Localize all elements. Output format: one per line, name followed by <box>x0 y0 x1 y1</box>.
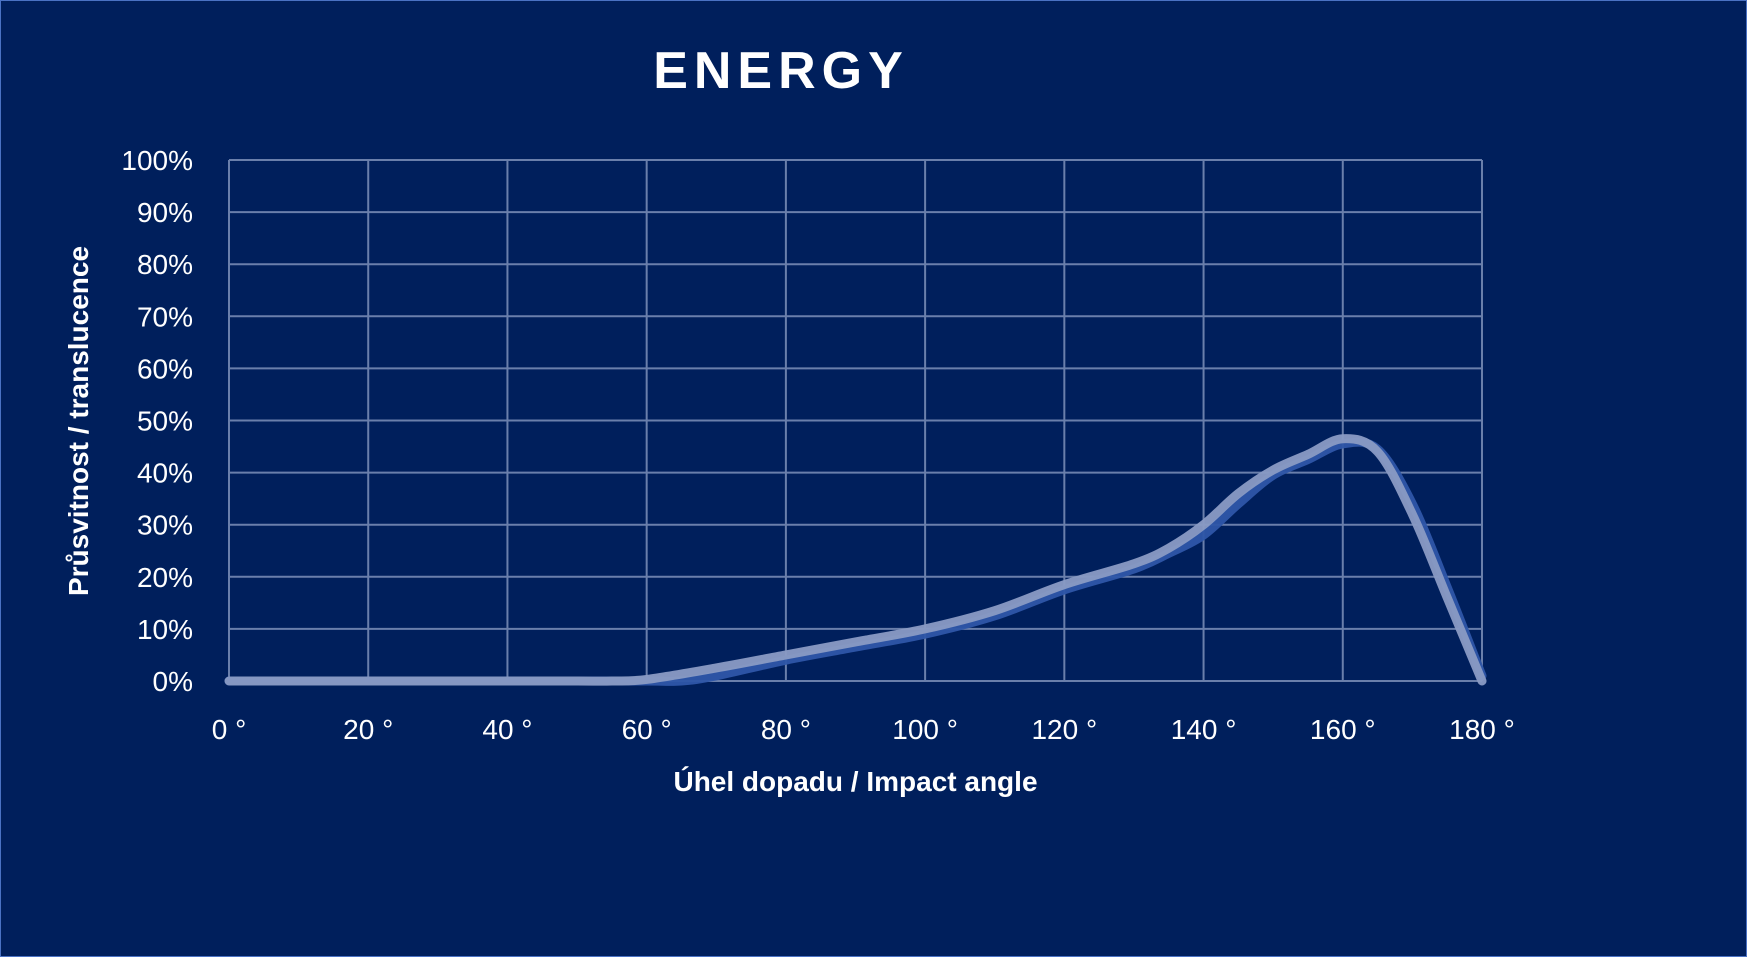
y-tick-label: 80% <box>137 249 193 280</box>
x-axis-label: Úhel dopadu / Impact angle <box>673 766 1038 797</box>
chart-title: ENERGY <box>653 42 909 100</box>
y-tick-label: 50% <box>137 406 193 437</box>
x-tick-label: 180 ° <box>1449 714 1515 745</box>
y-tick-label: 0% <box>153 666 193 697</box>
y-tick-label: 40% <box>137 458 193 489</box>
y-tick-label: 60% <box>137 353 193 384</box>
x-tick-label: 60 ° <box>622 714 672 745</box>
x-tick-label: 120 ° <box>1031 714 1097 745</box>
y-tick-label: 100% <box>121 145 193 176</box>
x-tick-label: 40 ° <box>482 714 532 745</box>
y-tick-label: 10% <box>137 614 193 645</box>
x-tick-label: 80 ° <box>761 714 811 745</box>
y-tick-label: 30% <box>137 510 193 541</box>
series-line-2 <box>224 434 1487 686</box>
x-tick-label: 140 ° <box>1171 714 1237 745</box>
y-tick-label: 90% <box>137 197 193 228</box>
x-tick-label: 100 ° <box>892 714 958 745</box>
y-tick-label: 20% <box>137 562 193 593</box>
x-tick-label: 20 ° <box>343 714 393 745</box>
x-tick-label: 0 ° <box>212 714 247 745</box>
y-tick-label: 70% <box>137 301 193 332</box>
x-tick-label: 160 ° <box>1310 714 1376 745</box>
